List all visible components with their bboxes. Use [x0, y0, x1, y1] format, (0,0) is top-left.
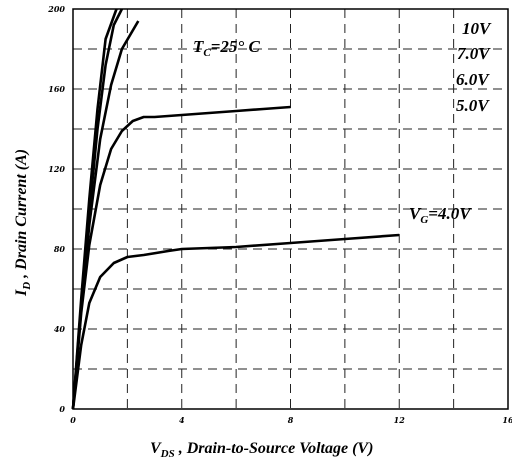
- y-tick-label: 120: [48, 164, 65, 174]
- x-axis-label: VDS , Drain-to-Source Voltage (V): [150, 440, 373, 460]
- series-line-6-0v: [71, 20, 140, 410]
- y-tick-label: 80: [54, 244, 66, 254]
- series-line-5-0v: [71, 105, 291, 410]
- series-label-7v: 7.0V: [457, 44, 491, 63]
- y-tick-label: 160: [48, 84, 65, 94]
- x-tick-labels: 0 4 8 12 16: [70, 415, 512, 425]
- x-tick-label: 4: [179, 415, 185, 425]
- y-axis-label: ID , Drain Current (A): [13, 149, 33, 297]
- x-tick-label: 12: [394, 415, 406, 425]
- chart-grid: [73, 9, 508, 409]
- series-label-10v: 10V: [462, 19, 492, 38]
- y-tick-label: 40: [54, 324, 66, 334]
- temperature-annotation: TC=25° C: [193, 37, 260, 59]
- series-line-4-0v: [71, 233, 400, 410]
- series-label-vg: VG=4.0V: [409, 204, 472, 226]
- series-lines: [71, 8, 400, 410]
- x-tick-label: 8: [288, 415, 294, 425]
- y-tick-label: 0: [59, 404, 65, 414]
- series-label-5v: 5.0V: [456, 96, 490, 115]
- x-tick-label: 0: [70, 415, 76, 425]
- y-tick-label: 200: [47, 4, 65, 14]
- plot-frame: [72, 8, 509, 410]
- x-tick-label: 16: [502, 415, 512, 425]
- series-label-6v: 6.0V: [456, 70, 490, 89]
- y-tick-labels: 0 40 80 120 160 200: [47, 4, 65, 414]
